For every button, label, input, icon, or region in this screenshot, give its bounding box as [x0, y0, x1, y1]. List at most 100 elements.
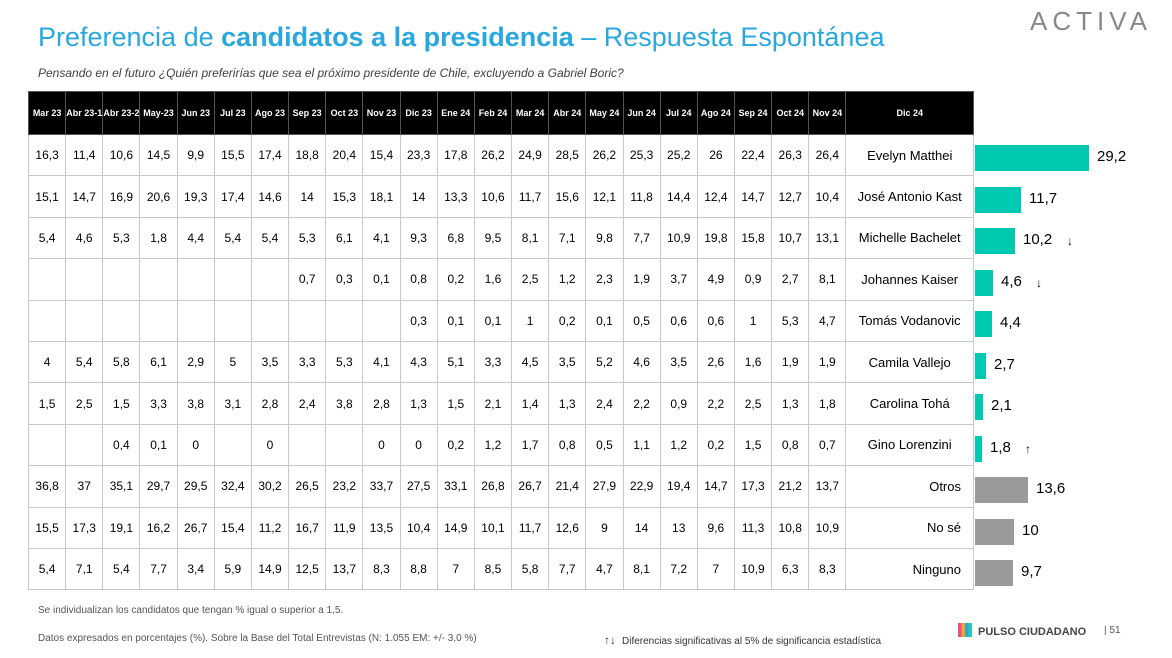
table-cell: 6,3	[771, 547, 810, 591]
bar-row: 9,7	[975, 548, 1172, 590]
table-cell	[325, 423, 364, 467]
table-cell: 1,7	[511, 423, 550, 467]
bar-1	[975, 186, 1021, 213]
column-header: Ago 24	[696, 91, 735, 135]
table-cell: 27,9	[585, 465, 624, 508]
table-cell: 3,5	[548, 340, 587, 384]
table-cell: 19,3	[176, 175, 215, 218]
table-cell: 1,3	[771, 382, 810, 425]
table-cell: 7,7	[548, 547, 587, 591]
page-title: Preferencia de candidatos a la presidenc…	[38, 22, 884, 53]
bar-value-label: 2,1	[991, 397, 1012, 414]
table-cell: 26,2	[473, 133, 513, 177]
bar-8	[975, 477, 1028, 503]
table-cell: 9,5	[473, 216, 513, 260]
table-row: 15,5 17,3 19,1 16,2 26,7 15,4 11,2 16,7 11,9 13,5…	[27, 506, 974, 549]
table-cell: 7	[436, 547, 475, 591]
table-cell: 15,8	[733, 216, 773, 260]
bar-value-label: 13,6	[1036, 480, 1066, 497]
table-cell: 2,5	[511, 258, 550, 301]
table-cell: 5,2	[585, 340, 624, 384]
table-cell: 11,8	[622, 175, 661, 218]
table-cell: 0,4	[102, 423, 141, 467]
table-cell: 19,4	[659, 465, 698, 508]
table-cell: 0	[250, 423, 290, 467]
table-cell: 5,4	[250, 216, 290, 260]
table-cell: 0,2	[548, 299, 587, 342]
table-cell: 17,4	[250, 133, 290, 177]
bar-row: 4,6 ↓	[975, 258, 1172, 300]
significance-legend: ↑↓ Diferencias significativas al 5% de si…	[604, 633, 881, 647]
table-row: 36,8 37 35,1 29,7 29,5 32,4 30,2 26,5 23,2 33,7 27…	[27, 465, 974, 508]
table-cell: 23,3	[399, 133, 438, 177]
table-cell	[27, 423, 67, 467]
table-cell: 1,3	[548, 382, 587, 425]
table-cell: 21,2	[771, 465, 810, 508]
table-cell: 11,2	[250, 506, 290, 549]
table-cell: 1,5	[27, 382, 67, 425]
row-label: Evelyn Matthei	[845, 133, 974, 177]
table-cell: 0,5	[622, 299, 661, 342]
table-cell: 21,4	[548, 465, 587, 508]
table-cell: 5,8	[102, 340, 141, 384]
table-cell: 0	[399, 423, 438, 467]
table-cell: 27,5	[399, 465, 438, 508]
table-row: 0,3 0,1 0,1 1 0,2 0,1 0,5 0,6 0,6 1 5,3 4,7 Tomás Vo…	[27, 299, 974, 342]
table-row: 5,4 4,6 5,3 1,8 4,4 5,4 5,4 5,3 6,1 4,1 9,3 6,8 9,5 8…	[27, 216, 974, 260]
column-header: Oct 23	[325, 91, 364, 135]
table-cell	[65, 423, 104, 467]
table-cell: 5,3	[102, 216, 141, 260]
table-cell: 4,6	[65, 216, 104, 260]
table-cell: 26,7	[176, 506, 215, 549]
table-cell: 5,4	[27, 547, 67, 591]
table-cell: 15,4	[362, 133, 401, 177]
table-cell: 33,1	[436, 465, 475, 508]
page-number: | 51	[1104, 625, 1121, 636]
column-header: May 24	[585, 91, 624, 135]
table-cell: 16,7	[288, 506, 327, 549]
table-cell	[102, 299, 141, 342]
table-cell: 0,9	[659, 382, 698, 425]
table-cell: 3,7	[659, 258, 698, 301]
table-cell: 3,4	[176, 547, 215, 591]
table-cell: 15,5	[213, 133, 252, 177]
table-cell: 5,9	[213, 547, 252, 591]
table-cell: 7,2	[659, 547, 698, 591]
table-cell: 1,1	[622, 423, 661, 467]
table-row: 4 5,4 5,8 6,1 2,9 5 3,5 3,3 5,3 4,1 4,3 5,1 3,3 4,5 3,…	[27, 340, 974, 384]
table-cell: 14,9	[436, 506, 475, 549]
column-header: Dic 24	[845, 91, 974, 135]
table-cell: 2,7	[771, 258, 810, 301]
table-cell: 5,4	[102, 547, 141, 591]
table-row: 0,7 0,3 0,1 0,8 0,2 1,6 2,5 1,2 2,3 1,9 3,7 4,9 0,9 2…	[27, 258, 974, 301]
table-cell: 19,1	[102, 506, 141, 549]
table-cell: 1,2	[659, 423, 698, 467]
row-label: Tomás Vodanovic	[845, 299, 974, 342]
table-cell: 26,5	[288, 465, 327, 508]
bar-value-label: 4,4	[1000, 314, 1021, 331]
table-header-row: Mar 23 Abr 23-1 Abr 23-2 May-23 Jun 23 Jul 23…	[27, 91, 974, 135]
column-header: Feb 24	[473, 91, 513, 135]
table-cell: 2,4	[585, 382, 624, 425]
column-header: Abr 24	[548, 91, 587, 135]
table-cell: 12,6	[548, 506, 587, 549]
table-cell: 0,1	[139, 423, 178, 467]
table-cell: 10,4	[808, 175, 847, 218]
table-cell: 3,1	[213, 382, 252, 425]
activa-logo: ACTIVA	[1030, 6, 1152, 36]
table-cell: 1,5	[436, 382, 475, 425]
bar-value-label: 29,2	[1097, 148, 1127, 165]
column-header: Oct 24	[771, 91, 810, 135]
table-cell: 36,8	[27, 465, 67, 508]
table-cell: 4,4	[176, 216, 215, 260]
table-cell: 3,8	[325, 382, 364, 425]
bar-row: 4,4	[975, 299, 1172, 341]
table-cell: 10,7	[771, 216, 810, 260]
table-cell: 5,4	[27, 216, 67, 260]
table-cell: 4,1	[362, 216, 401, 260]
table-cell: 0,8	[399, 258, 438, 301]
brand-label: PULSO CIUDADANO	[978, 626, 1087, 638]
table-cell: 4	[27, 340, 67, 384]
table-cell: 14,6	[250, 175, 290, 218]
table-cell: 10,6	[102, 133, 141, 177]
